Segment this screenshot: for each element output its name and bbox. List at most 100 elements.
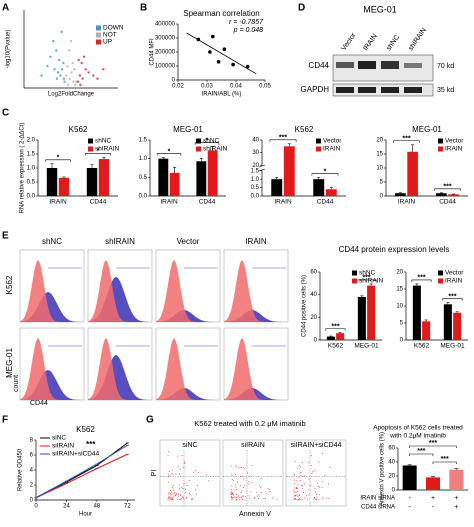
event-dot	[196, 484, 198, 486]
point	[75, 80, 78, 83]
legend-swatch	[196, 138, 201, 144]
y-tick-label: 10	[376, 166, 383, 172]
significance: ***	[362, 275, 370, 282]
event-dot	[174, 491, 176, 493]
histogram-control	[88, 338, 152, 400]
event-dot	[254, 497, 256, 499]
event-dot	[319, 493, 321, 495]
significance: *	[97, 148, 100, 155]
axis-break	[259, 166, 265, 170]
condition-value: -	[408, 495, 411, 502]
legend-label: shNC	[203, 138, 220, 145]
y-tick-label: 0.5	[139, 175, 148, 181]
event-dot	[230, 499, 232, 501]
event-dot	[315, 498, 317, 500]
significance-bracket	[442, 298, 463, 301]
chart-title: MEG-01	[173, 125, 203, 134]
y-tick-label: 20	[310, 315, 317, 321]
bar	[283, 146, 295, 196]
y-axis-label: CD44 MFI	[150, 38, 156, 66]
event-dot	[178, 498, 180, 500]
event-dot	[230, 489, 232, 491]
histogram-control	[20, 338, 84, 400]
flow-axis-label: PI	[151, 470, 158, 477]
point	[68, 77, 72, 80]
significance: ***	[279, 135, 287, 142]
bar	[448, 194, 459, 196]
event-dot	[231, 492, 233, 494]
event-dot	[178, 465, 180, 467]
event-dot	[205, 474, 207, 476]
event-dot	[235, 484, 237, 486]
point	[53, 68, 56, 71]
event-dot	[240, 497, 242, 499]
legend-swatch	[438, 278, 443, 284]
point	[82, 55, 86, 58]
point	[81, 77, 84, 80]
event-dot	[294, 497, 296, 499]
event-dot	[302, 475, 304, 477]
event-dot	[186, 484, 188, 486]
western-blot: MEG-01 Vector IRAIN shNC shIRAIN CD44 GA…	[301, 4, 454, 97]
event-dot	[230, 494, 232, 496]
y-tick-label: 1.5	[251, 168, 260, 174]
y-tick-label: 2.0	[27, 138, 36, 144]
band	[358, 61, 376, 69]
event-dot	[240, 496, 242, 498]
annotation: r = -0.7857	[229, 19, 264, 26]
x-tick-label: 0.04	[230, 84, 242, 90]
event-dot	[308, 489, 310, 491]
event-dot	[302, 499, 304, 501]
event-dot	[294, 460, 296, 462]
event-dot	[258, 497, 260, 499]
chart-title: with 0.2μM imatinib	[389, 433, 446, 440]
point	[62, 77, 66, 80]
flow-panel-label: siNC	[182, 442, 197, 449]
significance-bracket	[393, 140, 420, 143]
bar	[271, 179, 283, 196]
event-dot	[176, 493, 178, 495]
significance: ***	[443, 184, 451, 191]
y-tick-label: 0.0	[27, 194, 36, 200]
bar	[426, 477, 440, 490]
y-axis-label: CD44 positive cells (%)	[302, 275, 308, 337]
event-dot	[172, 469, 174, 471]
event-dot	[326, 497, 328, 499]
point	[208, 50, 212, 54]
point	[73, 83, 77, 87]
flow-panel-label: siIRAIN+siCD44	[291, 442, 342, 449]
significance-bracket	[311, 173, 339, 176]
legend-swatch	[352, 270, 357, 276]
event-dot	[177, 499, 179, 501]
event-dot	[230, 496, 232, 498]
event-dot	[238, 495, 240, 497]
event-dot	[310, 455, 312, 457]
x-tick-label: 0.05	[259, 84, 271, 90]
event-dot	[184, 461, 186, 463]
event-dot	[306, 495, 308, 497]
blot-row-label: CD44	[309, 61, 330, 70]
event-dot	[238, 467, 240, 469]
x-tick-label: CD44	[199, 199, 216, 206]
event-dot	[315, 491, 317, 493]
condition-value: +	[454, 495, 458, 502]
bar	[58, 177, 70, 196]
event-dot	[295, 480, 297, 482]
condition-value: +	[454, 504, 458, 511]
event-dot	[297, 496, 299, 498]
legend-swatch	[88, 146, 93, 152]
bar	[169, 172, 180, 196]
event-dot	[293, 498, 295, 500]
y-tick-label: 10	[396, 304, 403, 310]
event-dot	[168, 492, 170, 494]
event-dot	[322, 481, 324, 483]
flow-column-label: IRAIN	[245, 237, 267, 246]
event-dot	[293, 490, 295, 492]
legend-label: shIRAIN	[95, 146, 120, 153]
x-tick-label: MEG-01	[440, 343, 465, 350]
annotation: ***	[86, 440, 96, 449]
event-dot	[296, 494, 298, 496]
event-dot	[240, 485, 242, 487]
point	[92, 74, 95, 77]
